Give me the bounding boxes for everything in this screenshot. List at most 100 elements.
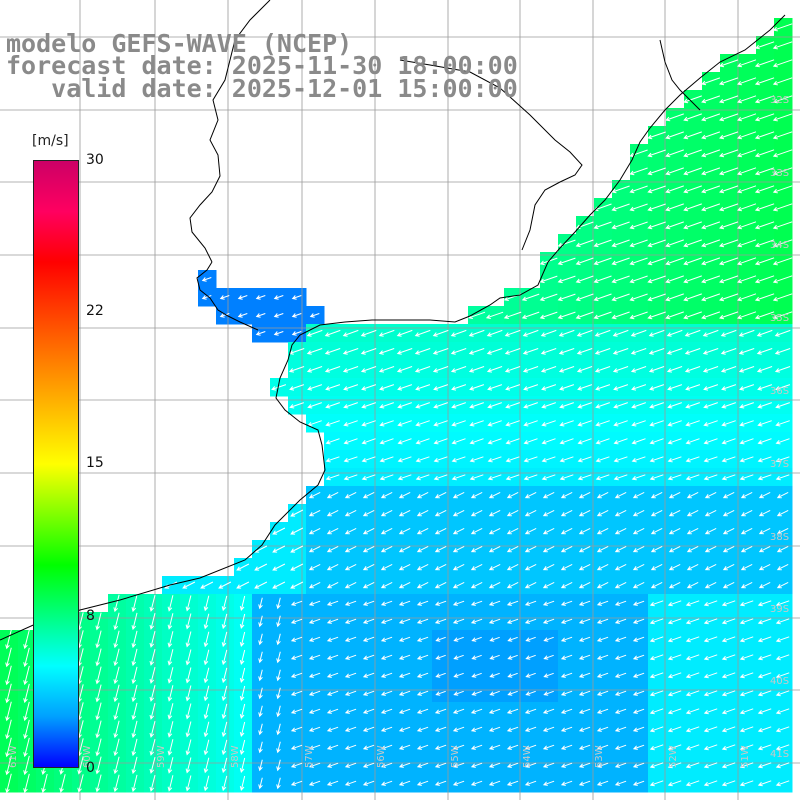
wind-arrow	[342, 366, 359, 373]
wind-arrow	[629, 275, 648, 284]
colorbar-tick-8: 8	[86, 608, 95, 624]
wind-arrow	[559, 438, 574, 445]
wind-arrow	[560, 780, 573, 786]
wind-arrow	[307, 384, 323, 391]
wind-arrow	[361, 402, 376, 409]
wind-arrow	[525, 636, 536, 642]
wind-arrow	[667, 672, 682, 679]
wind-arrow	[739, 762, 754, 769]
wind-arrow	[739, 744, 754, 751]
wind-arrow	[379, 402, 394, 409]
wind-arrow	[576, 348, 593, 355]
wind-arrow	[362, 708, 375, 714]
wind-arrow	[131, 594, 138, 613]
wind-arrow	[630, 366, 647, 373]
wind-arrow	[685, 762, 700, 769]
wind-arrow	[775, 618, 790, 625]
wind-arrow	[611, 203, 630, 212]
wind-arrow	[344, 618, 357, 624]
wind-arrow	[415, 456, 430, 463]
wind-arrow	[737, 167, 757, 176]
wind-arrow	[668, 509, 681, 517]
wind-arrow	[704, 491, 717, 499]
wind-arrow	[325, 474, 340, 481]
wind-arrow	[488, 618, 501, 624]
lon-label: 60W	[82, 745, 93, 768]
wind-arrow	[703, 384, 719, 391]
wind-arrow	[665, 131, 684, 140]
wind-arrow	[758, 509, 771, 517]
wind-arrow	[631, 402, 646, 409]
wind-arrow	[667, 726, 682, 733]
wind-arrow	[667, 762, 682, 769]
wind-arrow	[380, 636, 393, 642]
wind-arrow	[775, 384, 791, 391]
wind-arrow	[326, 545, 339, 553]
wind-arrow	[326, 690, 339, 696]
wind-arrow	[95, 738, 102, 757]
wind-arrow	[505, 402, 520, 409]
wind-arrow	[5, 665, 12, 686]
wind-arrow	[614, 563, 627, 571]
wind-arrow	[775, 762, 790, 769]
wind-arrow	[167, 739, 174, 756]
wind-arrow	[650, 563, 663, 571]
wind-arrow	[720, 329, 737, 337]
wind-arrow	[452, 726, 465, 732]
wind-arrow	[754, 77, 775, 86]
wind-arrow	[414, 348, 431, 355]
wind-arrow	[185, 631, 192, 648]
wind-arrow	[343, 402, 358, 409]
wind-arrow	[703, 402, 718, 409]
wind-arrow	[489, 690, 500, 696]
wind-arrow	[614, 690, 627, 696]
wind-arrow	[506, 600, 519, 606]
wind-arrow	[757, 438, 772, 445]
wind-arrow	[702, 348, 719, 355]
wind-arrow	[488, 491, 501, 499]
wind-arrow	[344, 708, 357, 714]
wind-arrow	[23, 629, 30, 650]
wind-arrow	[397, 456, 412, 463]
wind-arrow	[221, 775, 228, 792]
wind-arrow	[289, 402, 304, 409]
wind-arrow	[632, 654, 645, 660]
wind-arrow	[487, 456, 502, 463]
wind-arrow	[221, 667, 228, 684]
wind-arrow	[344, 581, 357, 589]
wind-arrow	[435, 690, 446, 696]
lon-label: 53W	[594, 745, 605, 768]
wind-arrow	[757, 744, 772, 751]
wind-arrow	[632, 618, 645, 624]
wind-arrow	[258, 597, 263, 610]
wind-arrow	[505, 438, 520, 445]
wind-arrow	[523, 402, 538, 409]
wind-arrow	[131, 684, 138, 703]
wind-arrow	[524, 491, 537, 499]
wind-arrow	[451, 456, 466, 463]
wind-arrow	[289, 384, 305, 391]
wind-arrow	[754, 149, 775, 158]
wind-arrow	[685, 600, 700, 607]
wind-arrow	[524, 545, 537, 553]
wind-arrow	[521, 293, 540, 301]
wind-arrow	[362, 581, 375, 589]
wind-arrow	[308, 654, 321, 660]
wind-arrow	[379, 474, 394, 481]
wind-arrow	[576, 366, 593, 373]
wind-arrow	[471, 654, 482, 660]
lon-label: 51W	[740, 745, 751, 768]
wind-arrow	[596, 780, 609, 786]
coastline-uruguay	[469, 14, 786, 317]
wind-arrow	[219, 313, 230, 318]
wind-arrow	[308, 636, 321, 642]
wind-arrow	[667, 744, 682, 751]
wind-arrow	[739, 672, 754, 679]
wind-arrow	[434, 509, 447, 517]
wind-arrow	[258, 759, 263, 772]
wind-arrow	[647, 239, 666, 248]
wind-arrow	[523, 474, 538, 481]
lat-label: 38S	[770, 532, 789, 543]
wind-arrow	[667, 654, 682, 661]
wind-arrow	[578, 690, 591, 696]
